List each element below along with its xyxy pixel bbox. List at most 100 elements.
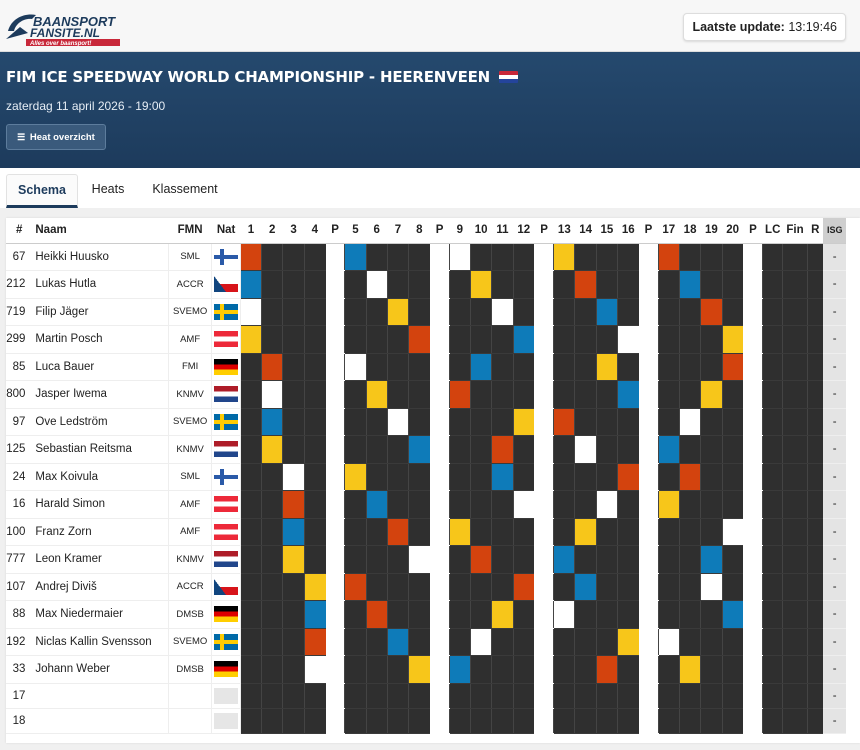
heat-8-cell — [408, 408, 430, 436]
heat-18-cell — [678, 628, 701, 656]
pause-cell — [743, 435, 763, 464]
tab-klassement[interactable]: Klassement — [152, 182, 218, 196]
heat-10-cell — [470, 490, 492, 519]
heat-13-cell — [553, 490, 575, 519]
tab-schema[interactable]: Schema — [6, 174, 78, 208]
final-cell-r — [806, 243, 824, 271]
col-header-18: 18 — [679, 218, 701, 244]
ger-flag-icon — [214, 358, 239, 375]
site-logo[interactable]: BAANSPORT FANSITE.NL Alles over baanspor… — [6, 9, 124, 47]
heat-3-cell — [282, 518, 305, 546]
rider-isg: - — [823, 298, 846, 326]
heat-4-cell — [303, 408, 326, 436]
heat-19-cell — [700, 353, 723, 381]
heat-14-cell — [574, 490, 597, 519]
list-icon: ☰ — [17, 132, 26, 142]
heat-8-cell — [408, 600, 430, 629]
heat-overview-button[interactable]: ☰ Heat overzicht — [6, 124, 106, 150]
heat-7-cell — [386, 270, 409, 299]
heat-6-cell — [365, 380, 388, 409]
col-header-naam: Naam — [32, 218, 169, 244]
heat-3-cell — [282, 353, 305, 381]
col-header-5: 5 — [344, 218, 367, 244]
tab-heats[interactable]: Heats — [91, 182, 125, 196]
heat-9-cell — [448, 573, 471, 601]
table-row: 192 Niclas Kallin Svensson SVEMO - — [6, 628, 846, 656]
rider-federation: AMF — [167, 325, 212, 354]
rider-number: 719 — [6, 298, 33, 326]
heat-15-cell — [595, 463, 618, 491]
heat-19-cell — [700, 708, 723, 734]
heat-17-cell — [657, 573, 680, 601]
final-cell-lc — [762, 628, 783, 656]
ned-flag-icon — [214, 441, 239, 458]
final-cell-fin — [782, 683, 808, 709]
pause-cell — [638, 243, 659, 271]
heat-3-cell — [282, 463, 305, 491]
heat-9-cell — [448, 380, 471, 409]
aut-flag-icon — [214, 331, 239, 348]
rider-federation: SML — [167, 463, 212, 491]
heat-7-cell — [386, 708, 409, 734]
pause-cell — [534, 708, 554, 734]
pause-cell — [325, 490, 345, 519]
heat-7-cell — [386, 573, 409, 601]
pause-cell — [534, 325, 554, 354]
col-header-9: 9 — [449, 218, 471, 244]
heat-1-cell — [239, 655, 262, 684]
col-header-14: 14 — [574, 218, 597, 244]
heat-12-cell — [512, 435, 535, 464]
heat-18-cell — [678, 408, 701, 436]
heat-9-cell — [448, 243, 471, 271]
heat-3-cell — [282, 545, 305, 574]
heat-2-cell — [261, 270, 283, 299]
heat-18-cell — [678, 463, 701, 491]
heat-4-cell — [303, 518, 326, 546]
rider-isg: - — [823, 600, 846, 629]
heat-13-cell — [553, 408, 575, 436]
pause-cell — [325, 270, 345, 299]
heat-3-cell — [282, 708, 305, 734]
heat-15-cell — [595, 655, 618, 684]
pause-cell — [325, 545, 345, 574]
heat-6-cell — [365, 708, 388, 734]
heat-14-cell — [574, 270, 597, 299]
rider-nationality — [211, 243, 241, 271]
heat-10-cell — [470, 325, 492, 354]
col-header-p-4: P — [638, 218, 659, 244]
rider-nationality — [211, 463, 241, 491]
event-date: zaterdag 11 april 2026 - 19:00 — [6, 99, 166, 113]
heat-14-cell — [574, 435, 597, 464]
final-cell-r — [806, 683, 824, 709]
heat-3-cell — [282, 298, 305, 326]
heat-20-cell — [721, 545, 744, 574]
pause-cell — [429, 325, 450, 354]
pause-cell — [429, 573, 450, 601]
pause-cell — [743, 628, 763, 656]
heat-14-cell — [574, 463, 597, 491]
heat-16-cell — [617, 325, 639, 354]
final-cell-r — [806, 545, 824, 574]
heat-18-cell — [678, 708, 701, 734]
pause-cell — [743, 380, 763, 409]
heat-12-cell — [512, 573, 535, 601]
pause-cell — [429, 380, 450, 409]
rider-isg: - — [823, 628, 846, 656]
rider-number: 16 — [6, 490, 33, 519]
final-cell-fin — [782, 298, 808, 326]
ger-flag-icon — [214, 661, 239, 678]
heat-8-cell — [408, 435, 430, 464]
heat-18-cell — [678, 243, 701, 271]
col-header-number: # — [6, 218, 33, 244]
pause-cell — [325, 408, 345, 436]
heat-1-cell — [239, 628, 262, 656]
heat-17-cell — [657, 600, 680, 629]
heat-6-cell — [365, 490, 388, 519]
heat-4-cell — [303, 628, 326, 656]
pause-cell — [743, 490, 763, 519]
final-cell-lc — [762, 545, 783, 574]
heat-13-cell — [553, 628, 575, 656]
heat-10-cell — [470, 600, 492, 629]
heat-9-cell — [448, 683, 471, 709]
rider-isg: - — [823, 463, 846, 491]
